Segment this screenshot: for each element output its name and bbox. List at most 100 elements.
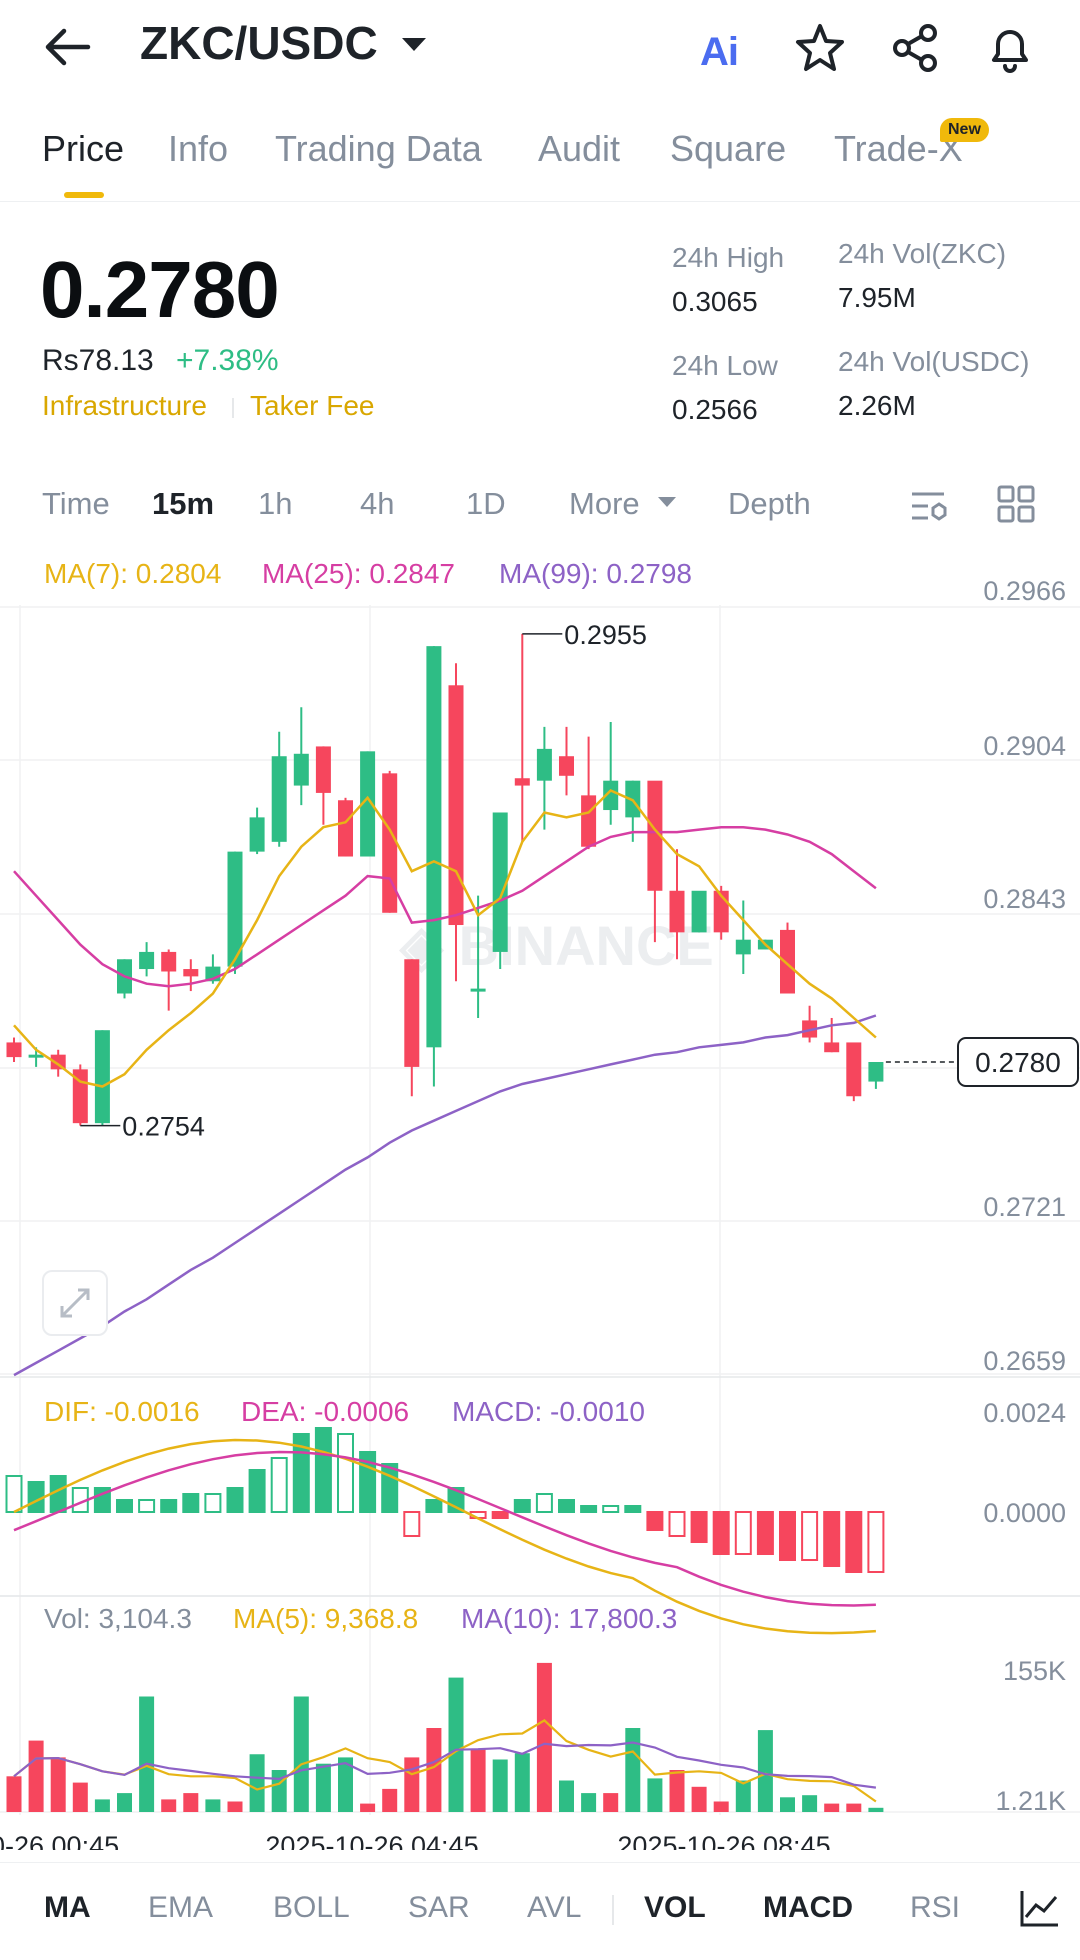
volume-bar (536, 1662, 552, 1812)
taker-fee-tag[interactable]: Taker Fee (250, 390, 375, 421)
fullscreen-button[interactable] (42, 1270, 108, 1336)
time-axis-label: 2025-10-26 04:45 (265, 1831, 478, 1850)
share-icon[interactable] (888, 20, 944, 76)
tab-audit[interactable]: Audit (538, 128, 621, 169)
dea-legend: DEA: -0.0006 (241, 1396, 410, 1427)
time-axis-label: 0-26 00:45 (0, 1831, 119, 1850)
volume-bar (625, 1728, 641, 1812)
indicator-ema[interactable]: EMA (148, 1891, 214, 1924)
macd-legend: MACD: -0.0010 (452, 1396, 645, 1427)
candle-body (227, 851, 243, 967)
candle-body (669, 890, 685, 933)
candle-body (581, 795, 597, 847)
volume-ma10-line (13, 1741, 877, 1789)
interval-1h[interactable]: 1h (258, 486, 293, 521)
pair-dropdown-caret-icon[interactable] (402, 38, 426, 51)
tab-price[interactable]: Price (42, 128, 125, 169)
candle-body (868, 1062, 884, 1082)
candle-body (824, 1042, 840, 1053)
macd-histogram-bar (602, 1505, 620, 1513)
high-24h-label: 24h High (672, 242, 785, 273)
indicator-vol[interactable]: VOL (644, 1891, 706, 1924)
macd-histogram-bar (248, 1469, 266, 1513)
candle-body (6, 1042, 22, 1058)
interval-15m[interactable]: 15m (152, 486, 215, 521)
indicator-bar: MA EMA BOLL SAR AVL VOL MACD RSI (0, 1862, 1080, 1952)
interval-more[interactable]: More (569, 486, 640, 521)
candle-body (735, 939, 751, 955)
ma99-legend: MA(99): 0.2798 (499, 558, 692, 589)
volume-bar (757, 1730, 773, 1812)
volume-bar (161, 1799, 177, 1812)
candle-body (161, 951, 177, 972)
vol-quote-value: 2.26M (838, 390, 916, 421)
kline-chart[interactable]: ◈ BINANCE0.29660.29040.28430.27820.27210… (0, 545, 1080, 1861)
high-annotation: 0.2955 (564, 620, 647, 650)
macd-histogram-bar (270, 1457, 288, 1513)
indicator-boll[interactable]: BOLL (273, 1891, 350, 1924)
pair-title[interactable]: ZKC/USDC (140, 17, 378, 69)
tab-info[interactable]: Info (168, 128, 229, 169)
indicator-ma[interactable]: MA (44, 1891, 91, 1924)
dea-line (13, 1450, 876, 1607)
volume-bar (382, 1788, 398, 1812)
indicator-macd[interactable]: MACD (763, 1891, 853, 1924)
top-bar: ZKC/USDC Ai (0, 0, 1080, 95)
back-arrow-icon[interactable] (40, 22, 96, 72)
candle-body (448, 685, 464, 926)
candle-body (647, 780, 663, 891)
indicator-avl[interactable]: AVL (527, 1891, 582, 1924)
tab-square[interactable]: Square (670, 128, 787, 169)
category-tag[interactable]: Infrastructure (42, 390, 207, 421)
ma99-line (13, 1014, 877, 1377)
chart-settings-icon[interactable] (908, 484, 952, 528)
indicator-sar[interactable]: SAR (408, 1891, 470, 1924)
grid-layout-icon[interactable] (996, 484, 1036, 524)
macd-histogram-bar (535, 1493, 553, 1513)
kline-chart-svg[interactable]: ◈ BINANCE0.29660.29040.28430.27820.27210… (0, 545, 1080, 1861)
volume-bar (780, 1797, 795, 1812)
macd-histogram-bar (801, 1511, 819, 1561)
indicator-divider (612, 1895, 614, 1925)
macd-histogram-bar (204, 1493, 222, 1513)
indicator-rsi[interactable]: RSI (910, 1891, 961, 1924)
price-axis-label: 0.2966 (983, 576, 1066, 606)
vol-legend: Vol: 3,104.3 (44, 1603, 192, 1634)
expand-icon (60, 1288, 90, 1318)
volume-bar (28, 1740, 44, 1812)
volume-bar (559, 1780, 574, 1812)
volume-bar (338, 1757, 353, 1812)
candle-body (846, 1042, 862, 1097)
candle-body (139, 951, 155, 970)
macd-histogram-bar (116, 1499, 133, 1513)
volume-bar (249, 1754, 265, 1812)
volume-bar (293, 1696, 309, 1812)
candle-body (293, 753, 309, 786)
indicator-settings-icon[interactable] (1016, 1885, 1062, 1931)
volume-bar (117, 1793, 132, 1812)
candle-body (28, 1054, 44, 1058)
interval-time[interactable]: Time (42, 486, 110, 521)
candle-body (183, 969, 199, 977)
bell-notification-icon[interactable] (982, 20, 1038, 76)
star-favorite-icon[interactable] (792, 20, 848, 76)
volume-bar (183, 1793, 199, 1812)
macd-axis-label: 0.0000 (983, 1498, 1066, 1528)
volume-bar (492, 1759, 508, 1812)
ai-assistant-icon[interactable]: Ai (700, 30, 739, 74)
candle-body (50, 1054, 66, 1070)
macd-histogram-bar (314, 1427, 332, 1513)
interval-1d[interactable]: 1D (466, 486, 506, 521)
candle-body (470, 988, 486, 992)
macd-histogram-bar (624, 1505, 642, 1513)
candle-body (691, 890, 707, 933)
macd-histogram-bar (182, 1493, 200, 1513)
interval-depth[interactable]: Depth (728, 486, 811, 521)
tab-trading-data[interactable]: Trading Data (275, 128, 482, 169)
macd-histogram-bar (425, 1499, 443, 1513)
interval-4h[interactable]: 4h (360, 486, 395, 521)
candle-body (603, 780, 619, 811)
volume-bar (581, 1793, 597, 1812)
volume-axis-label: 1.21K (995, 1786, 1066, 1816)
candle-body (360, 751, 376, 857)
